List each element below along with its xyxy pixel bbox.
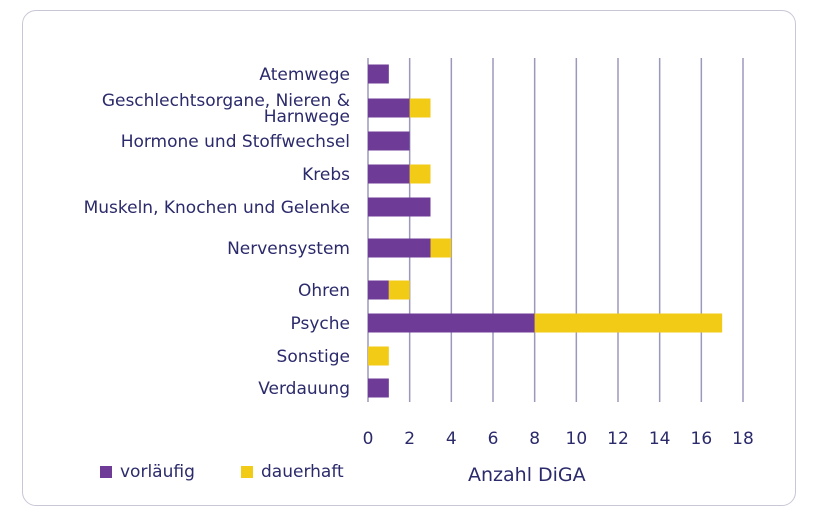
legend-swatch-purple: [100, 466, 112, 478]
bar-vorlaeufig: [368, 98, 410, 118]
bar-vorlaeufig: [368, 280, 389, 300]
bar-vorlaeufig: [368, 197, 431, 217]
x-tick-label: 8: [529, 429, 540, 449]
category-label: Verdauung: [258, 379, 350, 399]
bar-vorlaeufig: [368, 238, 431, 258]
x-tick-label: 18: [732, 429, 754, 449]
category-label: Muskeln, Knochen und Gelenke: [84, 198, 350, 218]
category-label: Nervensystem: [227, 239, 350, 259]
category-label: Hormone und Stoffwechsel: [121, 132, 350, 152]
x-tick-label: 4: [446, 429, 457, 449]
x-axis-title: Anzahl DiGA: [468, 464, 586, 486]
bar-dauerhaft: [409, 98, 431, 118]
category-label: Geschlechtsorgane, Nieren &: [102, 91, 350, 111]
x-tick-label: 0: [363, 429, 374, 449]
bar-dauerhaft: [388, 280, 410, 300]
x-tick-label: 16: [691, 429, 713, 449]
legend-item-dauerhaft: dauerhaft: [241, 462, 344, 482]
category-label: Harnwege: [264, 107, 350, 127]
x-tick-label: 10: [566, 429, 588, 449]
bar-vorlaeufig: [368, 378, 389, 398]
bar-vorlaeufig: [368, 313, 535, 333]
legend-label: dauerhaft: [261, 462, 344, 482]
category-label: Atemwege: [259, 65, 350, 85]
legend-label: vorläufig: [120, 462, 195, 482]
x-tick-label: 14: [649, 429, 671, 449]
bar-vorlaeufig: [368, 64, 389, 84]
category-label: Sonstige: [277, 347, 350, 367]
bar-vorlaeufig: [368, 131, 410, 151]
category-label: Psyche: [291, 314, 350, 334]
category-label: Ohren: [298, 281, 350, 301]
x-tick-label: 12: [607, 429, 629, 449]
category-label: Krebs: [302, 165, 350, 185]
bar-dauerhaft: [409, 164, 431, 184]
chart-card: [22, 10, 796, 506]
x-tick-label: 2: [404, 429, 415, 449]
legend-item-vorlaeufig: vorläufig: [100, 462, 195, 482]
bar-dauerhaft: [368, 346, 389, 366]
bar-dauerhaft: [430, 238, 452, 258]
legend-swatch-yellow: [241, 466, 253, 478]
bar-vorlaeufig: [368, 164, 410, 184]
bar-dauerhaft: [534, 313, 723, 333]
x-tick-label: 6: [488, 429, 499, 449]
